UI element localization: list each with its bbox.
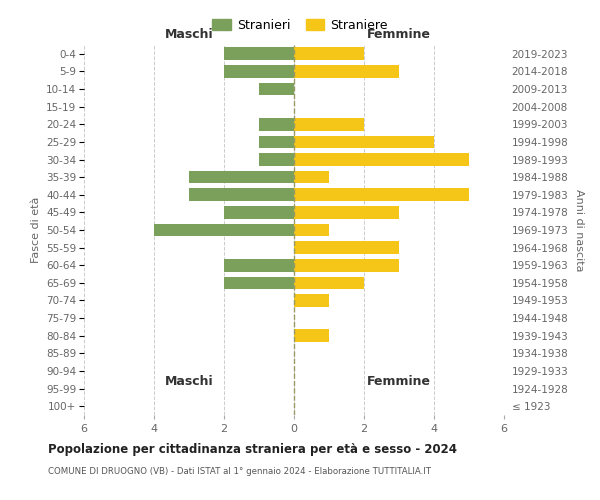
Bar [294, 136, 434, 148]
Bar [294, 242, 399, 254]
Text: Femmine: Femmine [367, 28, 431, 42]
Text: Popolazione per cittadinanza straniera per età e sesso - 2024: Popolazione per cittadinanza straniera p… [48, 442, 457, 456]
Bar [294, 276, 364, 289]
Bar [224, 48, 294, 60]
Text: Femmine: Femmine [367, 375, 431, 388]
Bar [259, 153, 294, 166]
Bar [224, 276, 294, 289]
Bar [154, 224, 294, 236]
Bar [294, 294, 329, 307]
Bar [294, 259, 399, 272]
Text: Maschi: Maschi [164, 375, 214, 388]
Y-axis label: Fasce di età: Fasce di età [31, 197, 41, 263]
Bar [224, 259, 294, 272]
Bar [294, 118, 364, 130]
Bar [294, 65, 399, 78]
Bar [294, 188, 469, 201]
Bar [294, 224, 329, 236]
Bar [294, 153, 469, 166]
Bar [294, 48, 364, 60]
Bar [189, 188, 294, 201]
Bar [294, 330, 329, 342]
Text: COMUNE DI DRUOGNO (VB) - Dati ISTAT al 1° gennaio 2024 - Elaborazione TUTTITALIA: COMUNE DI DRUOGNO (VB) - Dati ISTAT al 1… [48, 468, 431, 476]
Bar [259, 118, 294, 130]
Bar [294, 171, 329, 183]
Bar [294, 206, 399, 218]
Y-axis label: Anni di nascita: Anni di nascita [574, 188, 584, 271]
Bar [259, 136, 294, 148]
Text: Maschi: Maschi [164, 28, 214, 42]
Bar [224, 206, 294, 218]
Bar [224, 65, 294, 78]
Legend: Stranieri, Straniere: Stranieri, Straniere [207, 14, 393, 37]
Bar [259, 82, 294, 96]
Bar [189, 171, 294, 183]
